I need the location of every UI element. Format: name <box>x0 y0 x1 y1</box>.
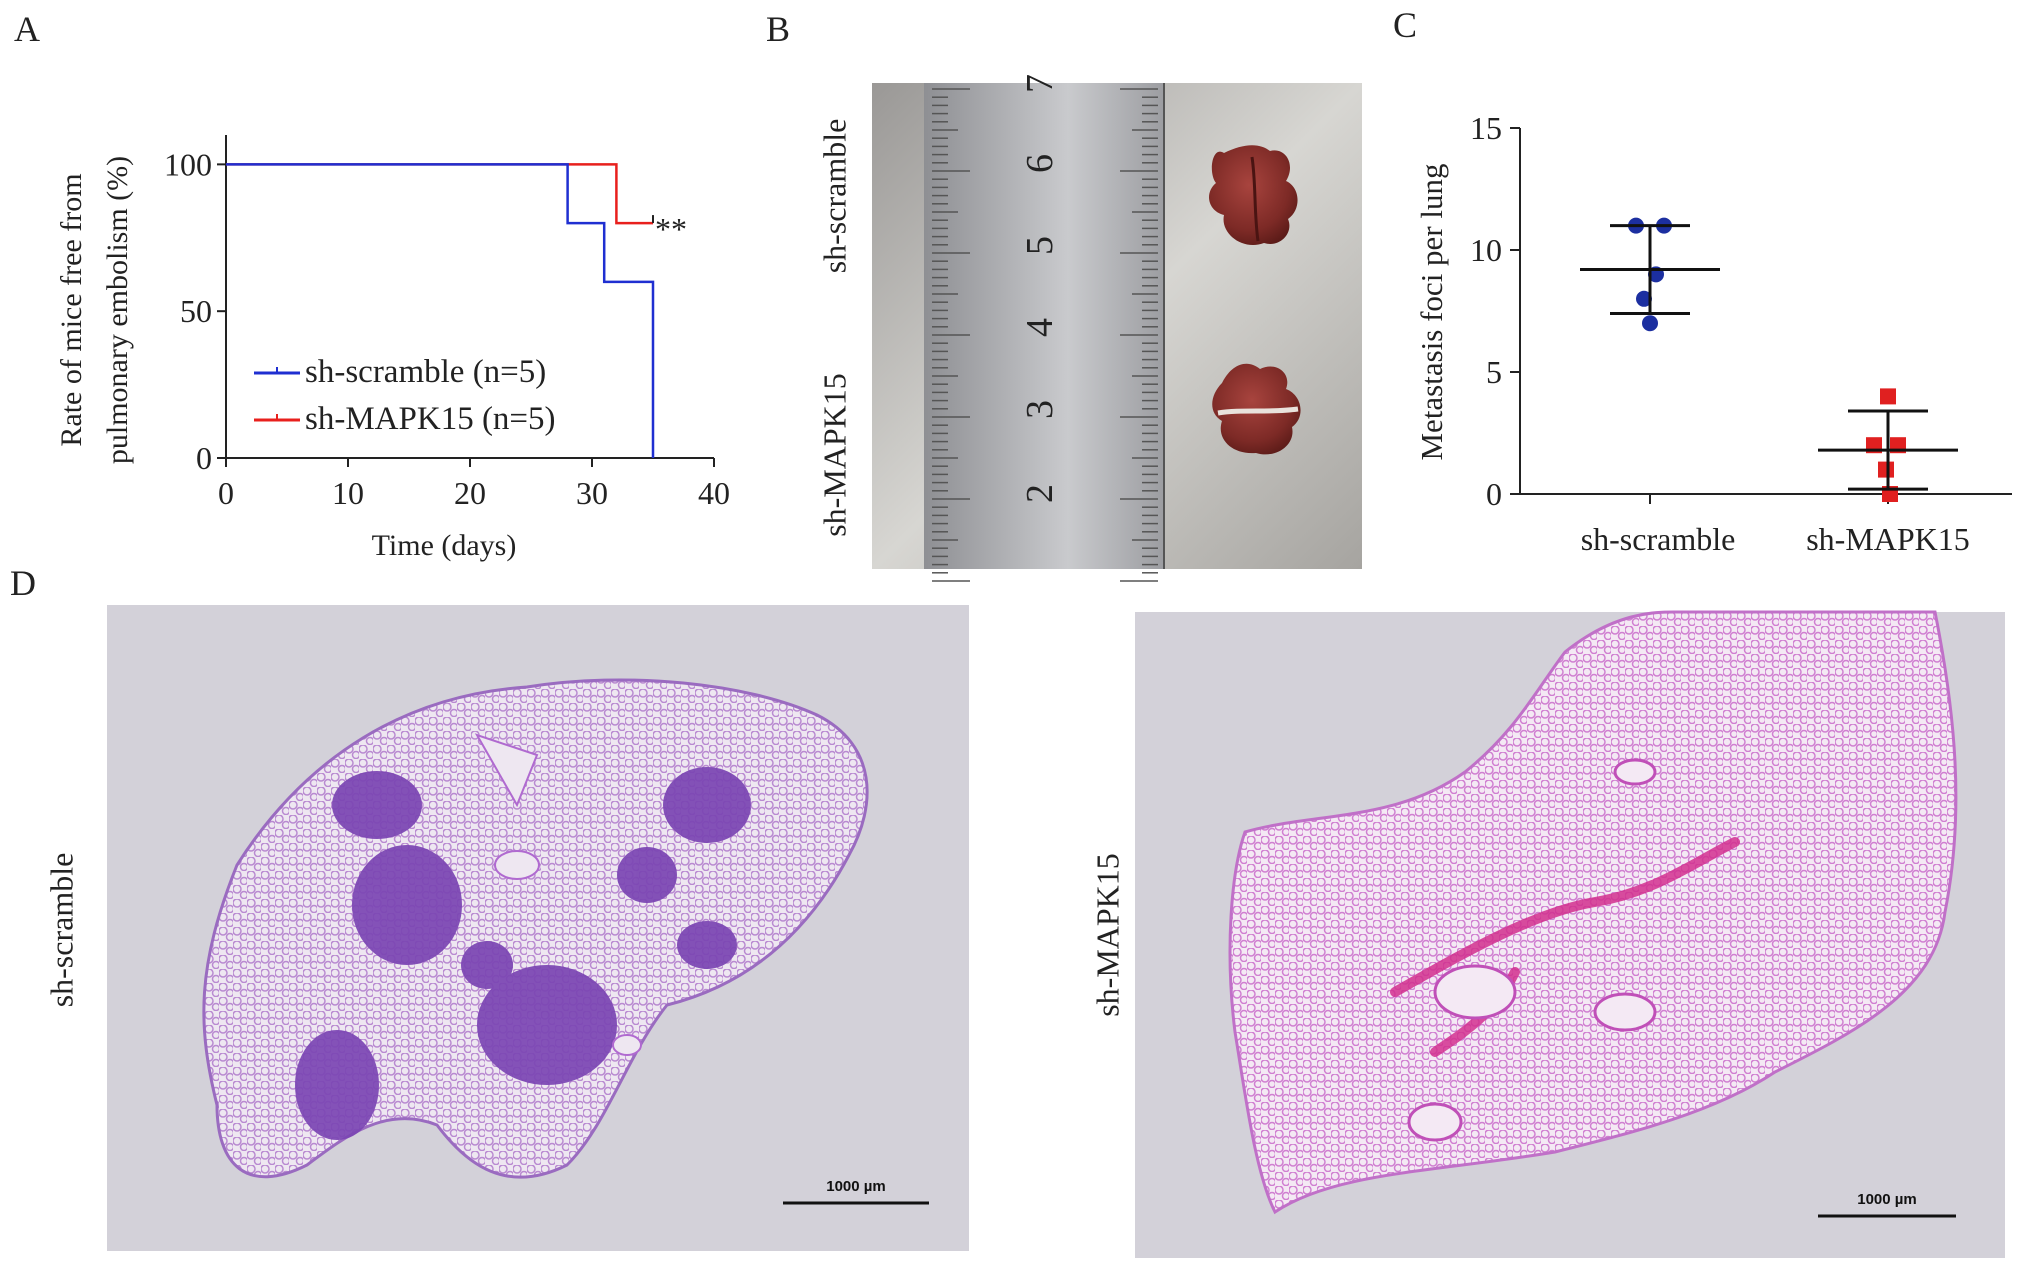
lung-photo: 7 6 5 4 3 2 <box>872 74 1362 582</box>
ruler-numbers: 7 6 5 4 3 2 <box>1019 74 1061 503</box>
dotplot-category-sh-mapk15: sh-MAPK15 <box>1806 521 1970 557</box>
km-y-tick-label: 50 <box>180 293 212 329</box>
dotplot-category-sh-scramble: sh-scramble <box>1581 521 1736 557</box>
ruler-number: 4 <box>1019 318 1061 337</box>
data-point <box>1642 315 1658 332</box>
photo-label-sh-mapk15: sh-MAPK15 <box>816 373 853 537</box>
histology-label-sh-mapk15: sh-MAPK15 <box>1089 853 1126 1017</box>
ruler-number: 6 <box>1019 154 1061 173</box>
km-y-tick-label: 100 <box>164 146 212 182</box>
ruler <box>924 83 1164 569</box>
panel-label-b: B <box>766 9 791 49</box>
panel-label-c: C <box>1393 5 1418 45</box>
dotplot-y-tick-label: 10 <box>1470 232 1502 268</box>
panel-label-d: D <box>10 563 36 603</box>
scale-bar-label: 1000 µm <box>826 1178 886 1195</box>
data-point <box>1880 388 1896 405</box>
km-ylabel-line1: Rate of mice free from <box>55 173 88 447</box>
km-x-tick-label: 10 <box>332 475 364 511</box>
km-series-sh-mapk15 <box>226 163 653 225</box>
dotplot-ylabel: Metastasis foci per lung <box>1414 163 1449 461</box>
dotplot-group-sh-scramble <box>1580 217 1720 332</box>
km-x-tick-label: 20 <box>454 475 486 511</box>
dotplot-y-tick-label: 15 <box>1470 110 1502 146</box>
data-point <box>1866 437 1882 454</box>
legend-label-sh-mapk15: sh-MAPK15 (n=5) <box>305 401 556 437</box>
km-series-sh-scramble <box>226 163 655 458</box>
km-y-tick-label: 0 <box>196 440 212 476</box>
km-axes <box>225 135 714 459</box>
km-ylabel-line2: pulmonary embolism (%) <box>101 155 134 465</box>
km-legend: sh-scramble (n=5) sh-MAPK15 (n=5) <box>254 354 556 437</box>
data-point <box>1882 486 1898 502</box>
km-x-tick-label: 40 <box>698 475 730 511</box>
data-point <box>1648 266 1664 283</box>
dotplot-group-sh-mapk15 <box>1818 388 1958 502</box>
data-point <box>1636 290 1652 307</box>
ruler-number: 7 <box>1019 74 1061 93</box>
data-point <box>1878 461 1894 478</box>
dotplot-y-tick-label: 0 <box>1486 476 1502 512</box>
data-point <box>1656 217 1672 234</box>
km-xlabel: Time (days) <box>372 529 517 562</box>
scale-bar-label: 1000 µm <box>1857 1191 1917 1208</box>
data-point <box>1628 217 1644 234</box>
lung-specimen-sh-mapk15 <box>1212 363 1301 455</box>
km-x-tick-label: 30 <box>576 475 608 511</box>
ruler-number: 2 <box>1019 484 1061 503</box>
km-x-tick-label: 0 <box>218 475 234 511</box>
dotplot-y-tick-label: 5 <box>1486 354 1502 390</box>
histology-label-sh-scramble: sh-scramble <box>43 852 80 1008</box>
km-significance: ** <box>655 211 687 247</box>
lung-specimen-sh-scramble <box>1209 145 1298 245</box>
legend-label-sh-scramble: sh-scramble (n=5) <box>305 354 546 390</box>
histology-image-sh-scramble: 1000 µm <box>107 605 969 1251</box>
ruler-number: 3 <box>1019 400 1061 419</box>
histology-image-sh-mapk15: 1000 µm <box>1135 610 2005 1258</box>
photo-label-sh-scramble: sh-scramble <box>816 118 853 274</box>
data-point <box>1890 437 1906 454</box>
panel-label-a: A <box>14 9 40 49</box>
ruler-number: 5 <box>1019 236 1061 255</box>
